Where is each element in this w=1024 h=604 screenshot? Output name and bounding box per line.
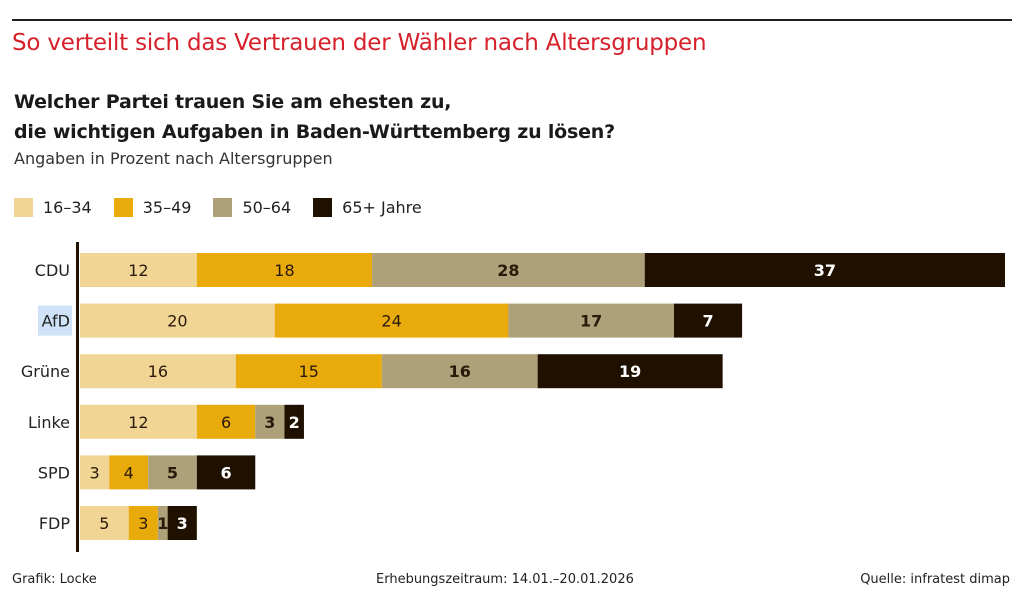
data-label: 37 — [814, 261, 836, 280]
bar-segment — [284, 404, 304, 439]
bar-segment — [80, 506, 129, 540]
bar-segment — [80, 303, 275, 338]
question-line-2: die wichtigen Aufgaben in Baden-Württemb… — [14, 121, 615, 143]
question-line-1: Welcher Partei trauen Sie am ehesten zu, — [14, 91, 452, 113]
data-label: 12 — [128, 413, 148, 432]
legend-label: 65+ Jahre — [342, 198, 422, 217]
data-label: 19 — [619, 362, 641, 381]
data-label: 12 — [128, 261, 148, 280]
bar-segment — [128, 506, 158, 540]
data-label: 16 — [148, 362, 168, 381]
data-label: 24 — [381, 312, 401, 331]
y-axis-line — [76, 242, 79, 552]
data-label: 16 — [449, 362, 471, 381]
data-label: 3 — [177, 514, 188, 533]
data-label: 1 — [157, 514, 168, 533]
bar-segment — [80, 455, 110, 490]
data-label: 6 — [220, 463, 231, 482]
bar-segment — [235, 354, 382, 389]
data-label: 18 — [274, 261, 294, 280]
bar-segment — [196, 404, 256, 439]
data-label: 5 — [167, 463, 178, 482]
footer-period: Erhebungszeitraum: 14.01.–20.01.2026 — [376, 572, 634, 587]
data-label: 2 — [289, 413, 300, 432]
data-label: 15 — [299, 362, 319, 381]
category-label: AfD — [42, 312, 70, 331]
bar-segment — [644, 253, 1005, 287]
legend-swatch — [14, 198, 33, 217]
category-label: Linke — [28, 413, 70, 432]
data-label: 6 — [221, 413, 231, 432]
legend-swatch — [313, 198, 333, 217]
legend-item-35-49: 35–49 — [113, 198, 192, 217]
bar-segment — [255, 404, 285, 439]
category-label: CDU — [35, 261, 70, 280]
category-label: FDP — [39, 514, 71, 533]
bar-segment — [537, 354, 723, 389]
chart-subtitle: Angaben in Prozent nach Altersgruppen — [14, 149, 333, 168]
legend-swatch — [213, 198, 233, 217]
legend-label: 50–64 — [242, 198, 292, 217]
data-label: 20 — [167, 312, 187, 331]
legend: 16–34 35–49 50–64 65+ Jahre — [14, 198, 444, 217]
data-label: 4 — [124, 463, 134, 482]
bar-segment — [80, 253, 197, 287]
data-label: 3 — [90, 463, 100, 482]
data-label: 7 — [702, 312, 713, 331]
legend-item-65-plus: 65+ Jahre — [313, 198, 422, 217]
headline: So verteilt sich das Vertrauen der Wähle… — [12, 30, 707, 56]
bar-segment — [196, 253, 373, 287]
data-label: 3 — [138, 514, 148, 533]
bar-segment — [274, 303, 509, 338]
category-label: Grüne — [21, 362, 70, 381]
top-rule — [12, 19, 1012, 21]
bar-segment — [109, 455, 149, 490]
bar-segment — [673, 303, 743, 338]
bar-segment — [80, 404, 197, 439]
legend-label: 35–49 — [142, 198, 192, 217]
bar-segment — [148, 455, 197, 490]
bar-segment — [157, 506, 168, 540]
data-label: 5 — [99, 514, 109, 533]
legend-label: 16–34 — [43, 198, 92, 217]
data-label: 28 — [497, 261, 519, 280]
legend-item-16-34: 16–34 — [14, 198, 92, 217]
category-label: SPD — [38, 463, 70, 482]
category-highlight — [38, 305, 72, 336]
bar-segment — [372, 253, 645, 287]
legend-swatch — [113, 198, 133, 217]
bar-segment — [167, 506, 197, 540]
bar-segment — [508, 303, 674, 338]
question: Welcher Partei trauen Sie am ehesten zu,… — [14, 87, 615, 147]
data-label: 17 — [580, 312, 602, 331]
bar-segment — [381, 354, 538, 389]
footer-credit: Grafik: Locke — [12, 572, 97, 587]
data-label: 3 — [264, 413, 275, 432]
bar-segment — [80, 354, 236, 389]
bar-segment — [196, 455, 256, 490]
legend-item-50-64: 50–64 — [213, 198, 291, 217]
footer-source: Quelle: infratest dimap — [860, 572, 1010, 587]
